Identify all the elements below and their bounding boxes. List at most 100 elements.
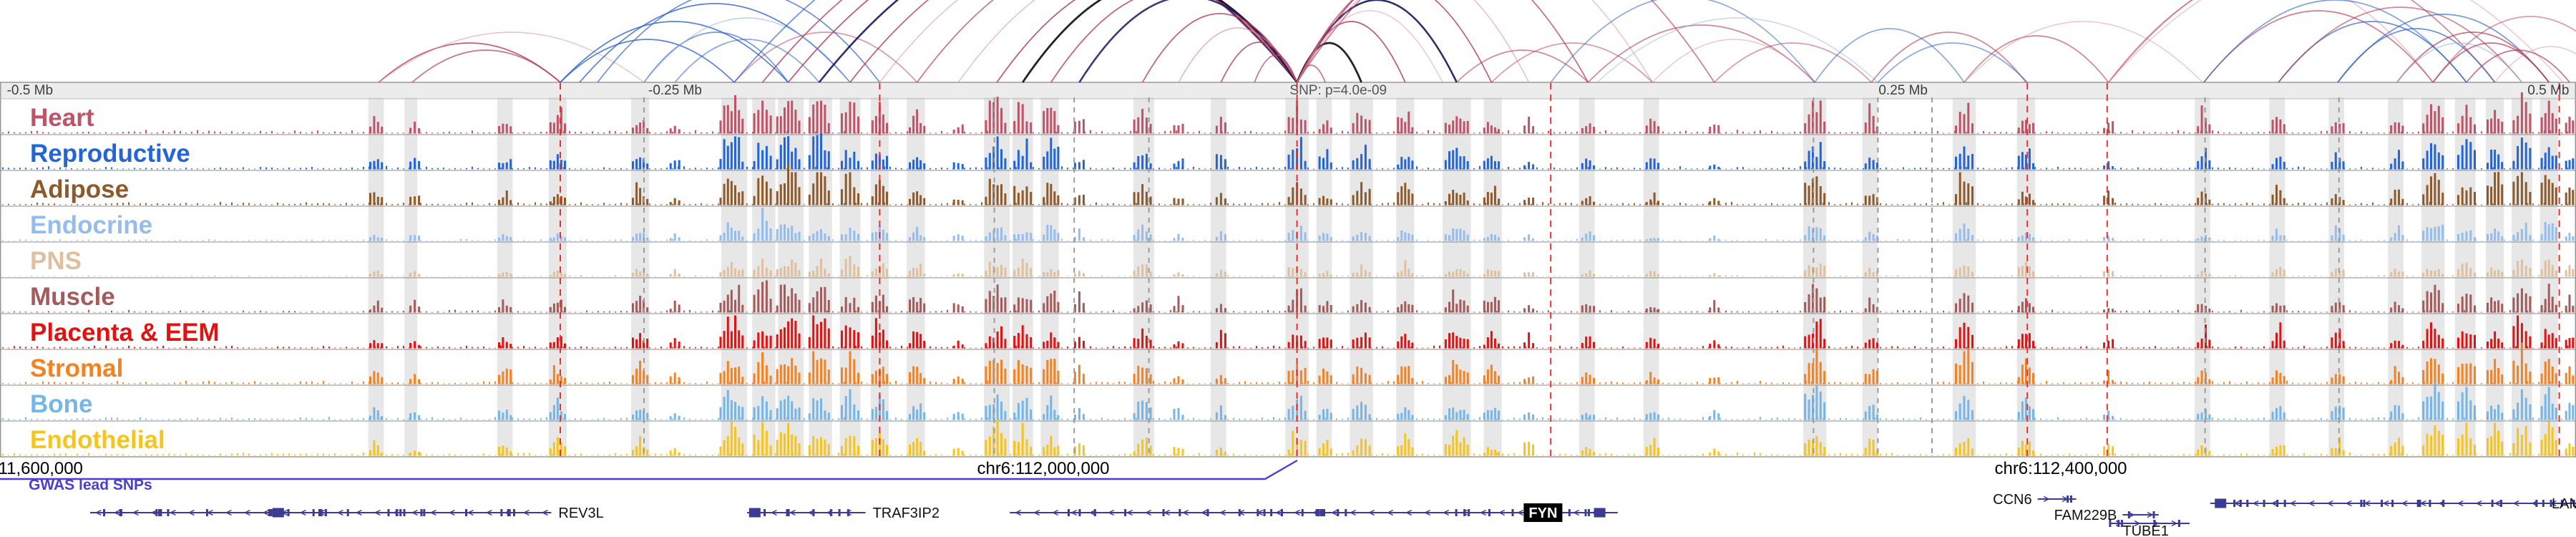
exon-tick	[2283, 500, 2286, 507]
strand-arrow-icon	[1033, 509, 1040, 516]
interaction-arc	[1456, 49, 1589, 83]
strand-arrow-icon	[411, 509, 418, 516]
highlight-column	[2269, 97, 2285, 457]
exon-tick	[838, 509, 841, 516]
exon-tick	[2499, 500, 2502, 507]
exon-tick	[1263, 509, 1266, 516]
exon-tick	[387, 509, 390, 516]
exon-tick	[829, 509, 832, 516]
interaction-arc	[2396, 42, 2522, 83]
gene-label-lama4: LAMA4	[2552, 496, 2576, 512]
exon-tick	[205, 509, 208, 516]
signal-track-bone	[1, 382, 2575, 420]
exon-tick	[1455, 509, 1458, 516]
highlight-column	[1483, 97, 1502, 457]
strand-arrow-icon	[2382, 500, 2389, 507]
exon-box	[2215, 498, 2227, 508]
gene-tube1[interactable]: TUBE1	[2109, 520, 2190, 537]
track-label-reproductive[interactable]: Reproductive	[29, 138, 192, 169]
gwas-lead-snps-track: GWAS lead SNPs	[0, 459, 1298, 493]
strand-arrow-icon	[2043, 495, 2050, 503]
highlight-column	[2421, 97, 2445, 457]
highlight-column	[497, 97, 513, 457]
exon-tick	[395, 509, 398, 516]
highlight-column	[1133, 97, 1154, 457]
interaction-arc	[2108, 0, 2434, 83]
interaction-arc	[879, 0, 1298, 83]
signal-track-reproductive	[1, 133, 2575, 170]
exon-tick	[2419, 500, 2421, 507]
strand-arrow-icon	[1405, 509, 1413, 516]
exon-tick	[1124, 509, 1127, 516]
track-label-stromal[interactable]: Stromal	[29, 353, 125, 384]
gene-fam229b[interactable]: FAM229B	[2054, 508, 2159, 523]
track-label-adipose[interactable]: Adipose	[29, 174, 130, 205]
gene-label-ccn6: CCN6	[1993, 492, 2031, 508]
gene-lama4[interactable]: LAMA4	[2210, 496, 2576, 512]
track-label-endothelial[interactable]: Endothelial	[29, 425, 167, 455]
scale-tick-label: -0.25 Mb	[648, 83, 702, 98]
interaction-arc	[1870, 32, 2027, 83]
track-label-bone[interactable]: Bone	[29, 389, 94, 420]
interaction-arc	[1297, 0, 1653, 83]
gene-label-highlight-box	[1523, 503, 1563, 522]
highlight-column	[1862, 97, 1878, 457]
interaction-arc	[1296, 0, 1715, 83]
interaction-arc	[643, 17, 851, 83]
interaction-arc	[560, 39, 735, 83]
exon-tick	[1468, 509, 1470, 516]
strand-arrow-icon	[770, 509, 777, 516]
exon-tick	[2152, 511, 2155, 518]
gene-label-tube1: TUBE1	[2122, 523, 2168, 537]
strand-arrow-icon	[1219, 509, 1226, 516]
scale-header-labels: -0.5 Mb -0.25 Mb SNP: p=4.0e-09 0.25 Mb 0.5 …	[7, 83, 2570, 98]
interaction-arc	[1254, 54, 1298, 83]
interaction-arc	[674, 39, 820, 83]
highlight-column	[1803, 97, 1827, 457]
signal-track-endothelial	[1, 419, 2575, 456]
interaction-arc	[2432, 16, 2576, 83]
strand-arrow-icon	[2494, 500, 2501, 507]
track-label-placenta-eem[interactable]: Placenta & EEM	[29, 317, 221, 348]
exon-tick	[786, 509, 789, 516]
gene-rev3l[interactable]: REV3L	[90, 505, 604, 521]
track-label-pns[interactable]: PNS	[29, 246, 83, 276]
exon-tick	[1093, 509, 1096, 516]
highlight-column	[1643, 97, 1659, 457]
strand-arrow-icon	[2457, 500, 2464, 507]
strand-arrow-icon	[2134, 520, 2141, 527]
strand-arrow-icon	[374, 509, 381, 516]
gwas-lead-snps-label: GWAS lead SNPs	[29, 477, 152, 493]
exon-tick	[318, 509, 321, 516]
highlight-column	[368, 97, 384, 457]
track-label-endocrine[interactable]: Endocrine	[29, 210, 154, 241]
exon-tick	[1281, 509, 1283, 516]
gene-ccn6[interactable]: CCN6	[1993, 492, 2077, 508]
strand-arrow-icon	[2512, 500, 2519, 507]
exon-tick	[1584, 509, 1587, 516]
highlight-column	[2328, 97, 2344, 457]
strand-arrow-icon	[1052, 509, 1059, 516]
exon-tick	[287, 509, 290, 516]
track-label-muscle[interactable]: Muscle	[29, 281, 117, 312]
strand-arrow-icon	[1145, 509, 1152, 516]
exon-tick	[268, 509, 270, 516]
gene-traf3ip2[interactable]: TRAF3IP2	[747, 505, 940, 521]
exon-tick	[2391, 500, 2394, 507]
gene-fyn[interactable]: FYN	[1010, 503, 1618, 522]
gene-label-fam229b: FAM229B	[2054, 508, 2117, 523]
exon-tick	[787, 509, 790, 516]
exon-tick	[465, 509, 467, 516]
interaction-arc	[2108, 0, 2564, 83]
coordinate-axis-labels: 111,600,000 chr6:112,000,000 chr6:112,400,…	[0, 459, 2127, 478]
strand-arrow-icon	[1331, 509, 1338, 516]
exon-tick	[1321, 509, 1324, 516]
interaction-arc	[1296, 10, 1443, 83]
highlight-column	[1040, 97, 1059, 457]
exon-tick	[346, 509, 349, 516]
track-label-heart[interactable]: Heart	[29, 102, 96, 133]
strand-arrow-icon	[1424, 509, 1431, 516]
exon-tick	[2491, 500, 2494, 507]
